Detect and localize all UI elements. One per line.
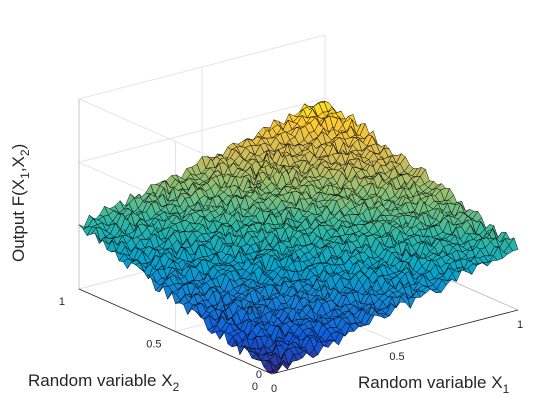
x-axis-label: Random variable X1: [358, 373, 510, 396]
z-gridline: [78, 34, 326, 100]
surface-mesh: [78, 100, 519, 374]
x-axis-line: [271, 309, 519, 375]
z-axis-label: Output F(X1,X2): [9, 144, 32, 262]
axis-ticks: 0 0.5 1 0 0.5 1 0 0.5 1 1.5: [59, 179, 523, 395]
z-gridline: [78, 97, 326, 163]
y-axis-line: [78, 288, 273, 375]
y-axis-label: Random variable X2: [28, 371, 180, 394]
y-tick-label: 0.5: [146, 339, 161, 351]
y-tick-label: 0: [252, 381, 258, 393]
y-tick-label: 1: [59, 296, 65, 308]
x-tick-label: 0: [271, 383, 277, 395]
z-tick-label: 1.5: [247, 179, 262, 191]
z-tick-label: 1: [256, 242, 262, 254]
x-tick-label: 1: [517, 319, 523, 331]
z-tick-label: 0.5: [247, 306, 262, 318]
x-tick-label: 0.5: [389, 351, 404, 363]
z-tick-label: 0: [256, 369, 262, 381]
surface-patch: [508, 237, 519, 252]
